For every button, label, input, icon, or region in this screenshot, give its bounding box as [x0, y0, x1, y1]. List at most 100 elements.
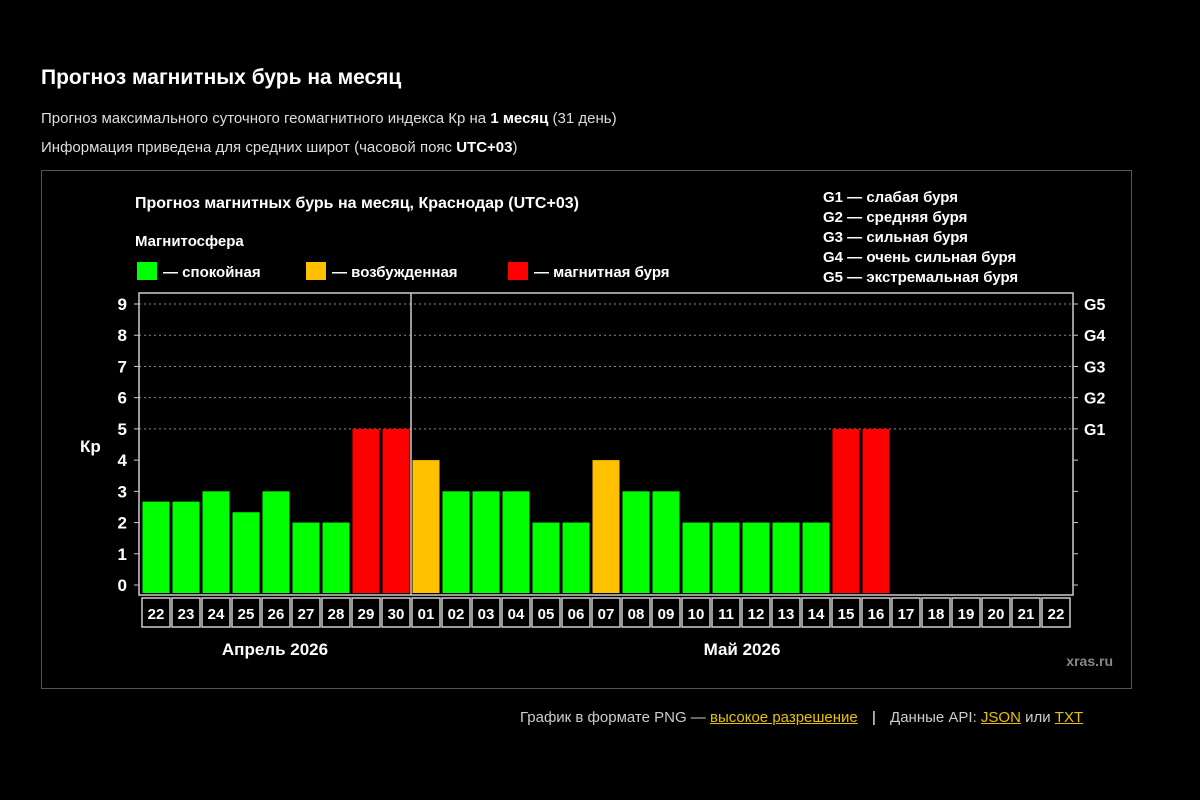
bar	[772, 522, 800, 593]
day-cell	[801, 597, 831, 628]
day-cell	[321, 597, 351, 628]
y-tick-label: 5	[118, 420, 127, 439]
legend-label: — спокойная	[163, 264, 261, 281]
forecast-description: Прогноз максимального суточного геомагни…	[41, 110, 617, 127]
bar	[262, 491, 290, 593]
day-cell	[201, 597, 231, 628]
day-cell	[381, 597, 411, 628]
month-label: Май 2026	[704, 640, 781, 659]
day-label: 12	[748, 606, 765, 623]
api-text: Данные API:	[890, 709, 977, 726]
plot-border	[138, 292, 1074, 596]
y-tick-label: 6	[118, 389, 127, 408]
y-tick-label: 4	[118, 451, 128, 470]
txt-link[interactable]: TXT	[1054, 709, 1084, 726]
day-cell	[771, 597, 801, 628]
g-scale-legend-item: G5 — экстремальная буря	[823, 269, 1018, 286]
day-cell	[591, 597, 621, 628]
bar	[232, 512, 260, 593]
g-scale-legend-item: G3 — сильная буря	[823, 229, 968, 246]
g-tick-label: G4	[1084, 328, 1105, 345]
y-tick-label: 1	[118, 545, 127, 564]
info-timezone: UTC+03	[456, 139, 513, 156]
bar	[682, 522, 710, 593]
day-label: 11	[718, 606, 734, 623]
day-cell	[621, 597, 651, 628]
legend-swatch	[137, 262, 157, 280]
day-cell	[411, 597, 441, 628]
day-label: 06	[568, 606, 585, 623]
desc-days: (31 день)	[548, 110, 617, 127]
y-tick-label: 9	[118, 295, 127, 314]
day-cell	[981, 597, 1011, 628]
day-cell	[531, 597, 561, 628]
bar	[532, 522, 560, 593]
bar	[622, 491, 650, 593]
day-label: 07	[598, 606, 615, 623]
day-cell	[651, 597, 681, 628]
day-cell	[741, 597, 771, 628]
day-label: 19	[958, 606, 975, 623]
bar	[862, 428, 890, 593]
g-tick-label: G3	[1084, 359, 1105, 376]
footer: График в формате PNG — высокое разрешени…	[520, 709, 1083, 726]
bar	[412, 460, 440, 593]
latitude-info: Информация приведена для средних широт (…	[41, 139, 517, 156]
day-label: 08	[628, 606, 645, 623]
day-label: 16	[868, 606, 885, 623]
day-label: 27	[298, 606, 315, 623]
bar	[712, 522, 740, 593]
y-tick-label: 2	[118, 514, 127, 533]
day-label: 03	[478, 606, 495, 623]
day-cell	[231, 597, 261, 628]
day-cell	[861, 597, 891, 628]
y-tick-label: 8	[118, 326, 127, 345]
day-label: 01	[418, 606, 435, 623]
footer-separator: |	[871, 709, 876, 726]
day-label: 04	[508, 606, 525, 623]
bar	[442, 491, 470, 593]
day-cell	[141, 597, 171, 628]
month-label: Апрель 2026	[222, 640, 328, 659]
bar	[472, 491, 500, 593]
day-label: 18	[928, 606, 945, 623]
bar	[802, 522, 830, 593]
bar	[832, 428, 860, 593]
bar	[652, 491, 680, 593]
day-cell	[291, 597, 321, 628]
day-label: 22	[1048, 606, 1065, 623]
day-label: 14	[808, 606, 825, 623]
g-scale-legend-item: G4 — очень сильная буря	[823, 249, 1016, 266]
watermark: xras.ru	[1066, 653, 1113, 669]
day-cell	[261, 597, 291, 628]
bar	[142, 501, 170, 593]
day-label: 20	[988, 606, 1005, 623]
day-label: 22	[148, 606, 165, 623]
desc-text: Прогноз максимального суточного геомагни…	[41, 110, 491, 127]
day-cell	[441, 597, 471, 628]
legend-swatch	[306, 262, 326, 280]
day-label: 23	[178, 606, 195, 623]
day-cell	[711, 597, 741, 628]
chart-frame	[41, 170, 1132, 689]
bar	[172, 501, 200, 593]
y-tick-label: 0	[118, 576, 127, 595]
legend-label: — возбужденная	[332, 264, 458, 281]
bar	[322, 522, 350, 593]
day-label: 28	[328, 606, 345, 623]
bar	[202, 491, 230, 593]
day-cell	[921, 597, 951, 628]
chart-title: Прогноз магнитных бурь на месяц, Краснод…	[135, 195, 579, 212]
json-link[interactable]: JSON	[980, 709, 1021, 726]
day-cell	[171, 597, 201, 628]
hires-link[interactable]: высокое разрешение	[709, 709, 858, 726]
day-cell	[681, 597, 711, 628]
info-text: Информация приведена для средних широт (…	[41, 139, 457, 156]
day-cell	[951, 597, 981, 628]
g-scale-legend-item: G2 — средняя буря	[823, 209, 967, 226]
day-cell	[561, 597, 591, 628]
bar	[592, 460, 620, 593]
or-text: или	[1025, 709, 1051, 726]
day-label: 05	[538, 606, 555, 623]
g-tick-label: G1	[1084, 422, 1105, 439]
